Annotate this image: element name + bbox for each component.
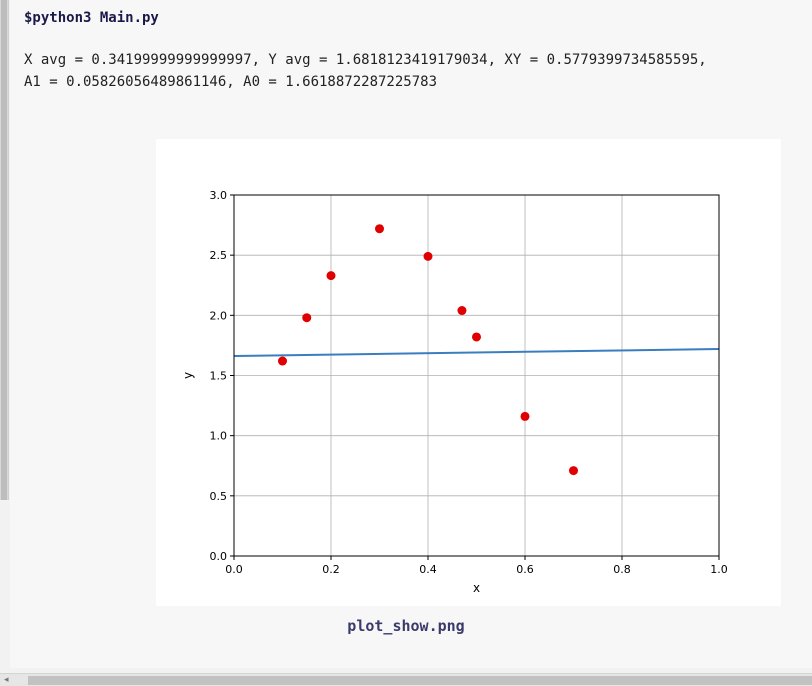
y-tick-label-4: 2.0: [210, 309, 228, 322]
scatter-point-1: [302, 313, 312, 323]
scatter-point-4: [423, 251, 433, 261]
fit-line: [233, 348, 720, 358]
scatter-plot: 0.0 0.2 0.4 0.6 0.8 1.0 0.0 0.5 1.0 1.5 2.0 2.5 3.0 x…: [181, 189, 728, 595]
output-line-2: A1 = 0.05826056489861146, A0 = 1.6618872…: [24, 74, 438, 90]
y-tick-label-5: 2.5: [210, 249, 228, 262]
output-line-1: X avg = 0.34199999999999997, Y avg = 1.6…: [24, 52, 707, 68]
command-line: $python3 Main.py: [24, 10, 159, 26]
x-tick-label-5: 1.0: [710, 563, 728, 576]
scatter-point-2: [326, 271, 336, 281]
x-tick-label-4: 0.8: [613, 563, 631, 576]
y-tick-label-0: 0.0: [210, 550, 228, 563]
scatter-point-5: [457, 306, 467, 316]
y-tick-label-3: 1.5: [210, 370, 228, 383]
y-tick-label-1: 0.5: [210, 490, 228, 503]
scroll-left-arrow-icon[interactable]: ◂: [4, 675, 9, 685]
x-axis-label: x: [473, 581, 480, 595]
plot-caption: plot_show.png: [347, 617, 465, 635]
y-axis-label: y: [181, 372, 195, 379]
x-tick-label-0: 0.0: [225, 563, 243, 576]
scatter-point-8: [569, 466, 578, 476]
x-tick-label-2: 0.4: [419, 563, 437, 576]
bottom-scrollbar[interactable]: ◂: [0, 673, 812, 686]
scatter-point-0: [278, 356, 287, 366]
left-scrollbar[interactable]: [0, 0, 9, 500]
bottom-scrollbar-thumb[interactable]: [28, 676, 812, 685]
scatter-point-7: [520, 411, 530, 421]
scatter-point-6: [472, 332, 481, 342]
scatter-point-3: [375, 224, 384, 234]
x-tick-label-1: 0.2: [322, 563, 340, 576]
y-tick-label-6: 3.0: [210, 189, 228, 202]
left-scrollbar-thumb[interactable]: [1, 0, 7, 500]
x-tick-label-3: 0.6: [516, 563, 534, 576]
plot-image: 0.0 0.2 0.4 0.6 0.8 1.0 0.0 0.5 1.0 1.5 2.0 2.5 3.0 x…: [156, 139, 781, 606]
y-tick-label-2: 1.0: [210, 430, 228, 443]
